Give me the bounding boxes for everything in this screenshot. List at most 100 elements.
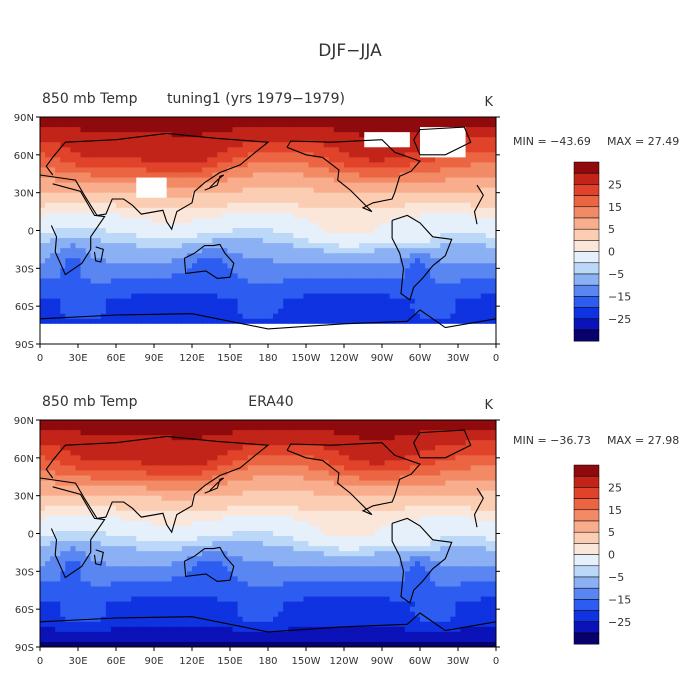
field-cell [136,177,142,184]
field-cell [247,157,254,163]
field-cell [192,303,198,310]
field-cell [166,333,173,340]
field-cell [257,227,264,234]
field-cell [50,217,56,224]
field-cell [121,172,127,179]
field-cell [217,303,223,310]
field-cell [404,147,411,153]
field-cell [435,162,441,169]
field-cell [349,328,355,335]
field-cell [359,303,365,310]
field-cell [40,586,46,593]
field-cell [278,258,284,264]
field-cell [384,192,391,199]
field-cell [323,207,330,214]
field-cell [131,495,137,502]
field-cell [110,460,117,466]
field-cell [90,202,97,209]
field-cell [100,475,107,482]
field-cell [116,298,122,305]
field-cell [470,132,477,138]
field-cell [212,268,218,274]
field-cell [490,117,496,123]
field-cell [131,546,137,552]
field-cell [273,233,279,239]
field-cell [222,278,229,285]
field-cell [85,333,92,340]
field-cell [379,318,386,325]
field-cell [186,283,193,290]
field-cell [90,561,97,567]
field-cell [445,238,451,244]
field-cell [425,288,431,295]
field-cell [70,536,77,542]
field-cell [374,167,381,174]
field-cell [440,318,446,325]
field-cell [80,227,87,234]
field-cell [485,162,492,169]
field-cell [420,157,426,163]
field-cell [151,197,158,204]
field-cell [202,207,208,214]
field-cell [247,233,254,239]
field-cell [110,162,117,169]
field-cell [176,207,183,214]
field-cell [227,233,234,239]
field-cell [207,308,213,315]
field-cell [237,233,244,239]
field-cell [80,308,87,315]
field-cell [197,167,203,174]
field-cell [313,182,320,189]
field-cell [354,137,360,143]
field-cell [470,248,477,254]
field-cell [490,152,496,158]
field-cell [121,333,127,340]
field-cell [65,122,71,128]
field-cell [60,328,66,335]
field-cell [333,233,340,239]
field-cell [293,197,299,204]
field-cell [338,263,345,269]
field-cell [90,425,97,431]
field-cell [379,122,386,128]
field-cell [237,293,244,300]
field-cell [440,253,446,259]
field-cell [338,132,345,138]
field-cell [333,333,340,340]
field-cell [430,137,436,143]
field-cell [85,556,92,562]
field-cell [217,278,223,285]
field-cell [359,338,365,344]
field-cell [171,323,178,330]
field-cell [121,233,127,239]
field-cell [278,243,284,249]
field-cell [262,278,269,285]
field-cell [369,238,375,244]
field-cell [242,162,249,169]
field-cell [65,636,71,643]
field-cell [394,253,401,259]
field-cell [262,117,269,123]
field-cell [298,243,305,249]
field-cell [227,238,234,244]
field-cell [116,162,122,169]
field-cell [262,197,269,204]
field-cell [166,157,173,163]
field-cell [450,328,457,335]
field-cell [268,197,274,204]
field-cell [121,641,127,647]
field-cell [65,227,71,234]
field-cell [273,122,279,128]
field-cell [440,137,446,143]
field-cell [202,248,208,254]
field-cell [308,303,315,310]
field-cell [344,303,350,310]
field-cell [465,202,472,209]
field-cell [293,268,299,274]
field-cell [257,268,264,274]
field-cell [470,172,477,179]
field-cell [338,303,345,310]
field-cell [323,308,330,315]
field-cell [100,308,107,315]
field-cell [384,167,391,174]
